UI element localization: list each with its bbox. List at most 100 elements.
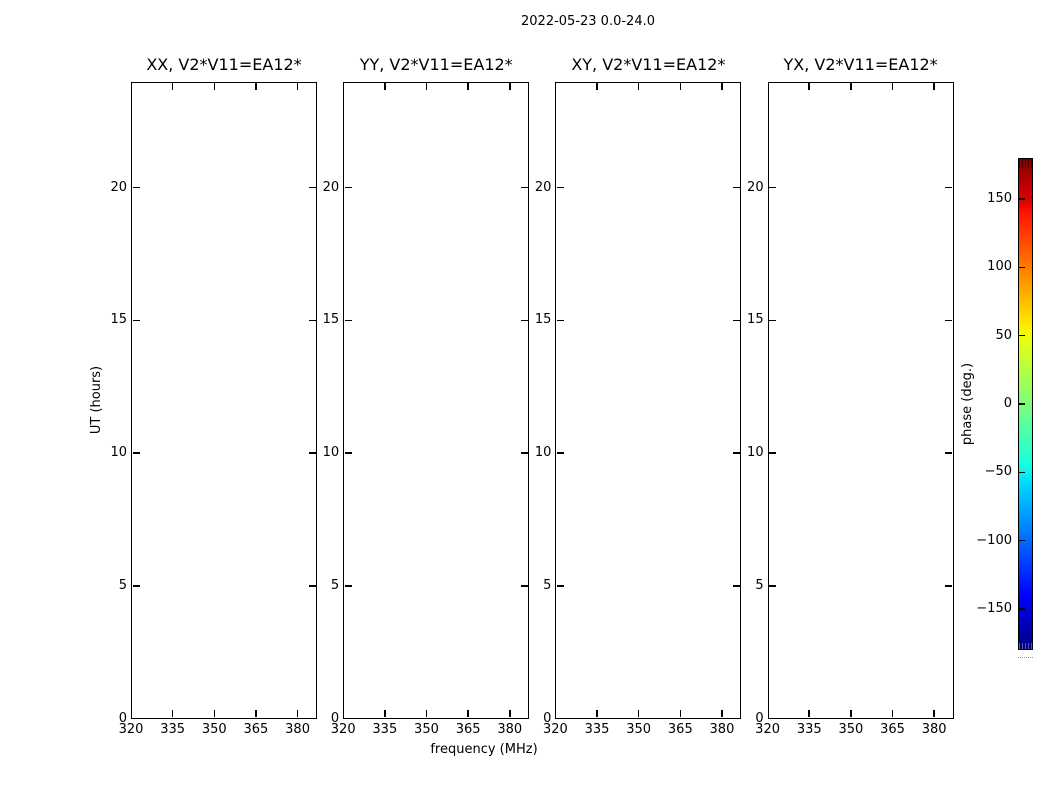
y-tick bbox=[520, 319, 528, 322]
y-tick bbox=[769, 585, 777, 587]
y-tick bbox=[344, 186, 352, 189]
y-tick bbox=[344, 585, 352, 587]
x-tick bbox=[467, 83, 469, 90]
x-tick-label: 380 bbox=[285, 722, 310, 737]
y-tick-label: 5 bbox=[755, 577, 764, 593]
y-tick bbox=[308, 452, 316, 454]
x-tick-label: 320 bbox=[330, 722, 356, 737]
x-tick bbox=[171, 83, 174, 90]
x-tick-label: 320 bbox=[542, 722, 568, 737]
colorbar-tick-label: −100 bbox=[976, 532, 1012, 548]
colorbar-bottom-hatch bbox=[1019, 643, 1032, 649]
x-tick-label: 350 bbox=[414, 722, 439, 737]
x-tick-label: 380 bbox=[497, 722, 523, 737]
x-tick bbox=[425, 710, 428, 717]
colorbar-tick bbox=[1019, 266, 1025, 269]
y-tick-label: 20 bbox=[747, 179, 764, 195]
x-tick-label: 380 bbox=[921, 722, 947, 737]
y-tick-label: 10 bbox=[534, 445, 552, 461]
y-tick bbox=[520, 452, 528, 454]
panel-title-xy: XY, V2*V11=EA12* bbox=[571, 55, 726, 74]
colorbar-tick bbox=[1019, 334, 1025, 337]
x-tick bbox=[808, 710, 810, 717]
x-tick-label: 350 bbox=[838, 722, 864, 737]
y-tick-label: 20 bbox=[322, 179, 340, 195]
heatmap-panel-yx bbox=[767, 81, 954, 719]
y-tick bbox=[556, 585, 564, 587]
colorbar-tick bbox=[1019, 471, 1025, 474]
y-tick bbox=[132, 452, 140, 454]
x-tick bbox=[891, 710, 894, 717]
y-tick bbox=[308, 585, 316, 587]
x-tick-label: 320 bbox=[118, 722, 144, 737]
x-tick bbox=[213, 83, 216, 90]
y-tick-label: 15 bbox=[747, 312, 764, 328]
x-tick-label: 335 bbox=[796, 722, 822, 737]
colorbar-tick-label: 100 bbox=[987, 259, 1012, 275]
x-tick bbox=[425, 83, 428, 90]
x-tick bbox=[721, 710, 723, 717]
y-tick bbox=[344, 452, 352, 454]
y-tick bbox=[520, 585, 528, 587]
x-tick bbox=[637, 83, 640, 90]
x-tick-label: 365 bbox=[243, 722, 269, 737]
colorbar-tick-label: 150 bbox=[987, 191, 1012, 206]
x-tick bbox=[721, 83, 723, 90]
x-tick bbox=[213, 710, 216, 717]
y-tick bbox=[732, 452, 740, 454]
y-tick-label: 0 bbox=[543, 710, 552, 726]
x-tick-label: 365 bbox=[667, 722, 693, 737]
x-tick bbox=[850, 710, 852, 717]
x-tick bbox=[850, 83, 852, 90]
y-tick-label: 15 bbox=[322, 312, 340, 328]
y-tick bbox=[769, 319, 777, 322]
x-tick bbox=[933, 710, 935, 717]
x-tick-label: 335 bbox=[584, 722, 610, 737]
y-tick-label: 20 bbox=[534, 179, 552, 195]
colorbar-label: phase (deg.) bbox=[960, 362, 975, 446]
y-tick bbox=[132, 319, 140, 322]
y-tick bbox=[769, 452, 777, 454]
heatmap-panel-xy bbox=[555, 81, 742, 719]
x-tick bbox=[933, 83, 935, 90]
colorbar-tick bbox=[1019, 403, 1025, 405]
y-tick-label: 10 bbox=[747, 445, 764, 461]
panel-title-xx: XX, V2*V11=EA12* bbox=[146, 55, 302, 74]
colorbar-bottom-dots bbox=[1018, 657, 1033, 658]
x-tick bbox=[596, 710, 598, 717]
x-tick bbox=[171, 710, 174, 717]
x-tick bbox=[679, 710, 682, 717]
x-tick bbox=[255, 710, 257, 717]
colorbar-tick-label: −150 bbox=[976, 601, 1012, 616]
colorbar-top-hatch bbox=[1019, 159, 1032, 168]
x-tick bbox=[255, 83, 257, 90]
panel-title-yx: YX, V2*V11=EA12* bbox=[783, 55, 938, 74]
y-tick bbox=[308, 319, 316, 322]
x-tick-label: 365 bbox=[880, 722, 905, 737]
x-tick bbox=[384, 710, 386, 717]
colorbar-tick-label: 0 bbox=[1003, 396, 1012, 411]
x-axis-label: frequency (MHz) bbox=[430, 742, 538, 757]
heatmap-panel-yy bbox=[343, 81, 530, 719]
y-tick bbox=[769, 186, 777, 189]
heatmap-panel-xx bbox=[131, 81, 317, 719]
panel-title-yy: YY, V2*V11=EA12* bbox=[359, 55, 513, 74]
y-tick-label: 0 bbox=[755, 710, 764, 726]
y-tick bbox=[556, 186, 564, 189]
x-tick bbox=[637, 710, 640, 717]
y-tick bbox=[732, 186, 740, 189]
x-tick bbox=[808, 83, 810, 90]
y-tick bbox=[556, 319, 564, 322]
x-tick bbox=[891, 83, 894, 90]
colorbar-tick bbox=[1019, 608, 1025, 610]
y-tick-label: 5 bbox=[118, 577, 127, 593]
y-tick-label: 15 bbox=[110, 312, 127, 328]
y-tick-label: 5 bbox=[543, 577, 552, 593]
colorbar-tick-label: 50 bbox=[995, 327, 1012, 343]
colorbar-tick-label: −50 bbox=[984, 464, 1012, 480]
y-tick-label: 0 bbox=[330, 710, 340, 726]
y-tick bbox=[945, 186, 953, 189]
y-tick bbox=[945, 585, 953, 587]
y-tick-label: 20 bbox=[110, 179, 127, 195]
